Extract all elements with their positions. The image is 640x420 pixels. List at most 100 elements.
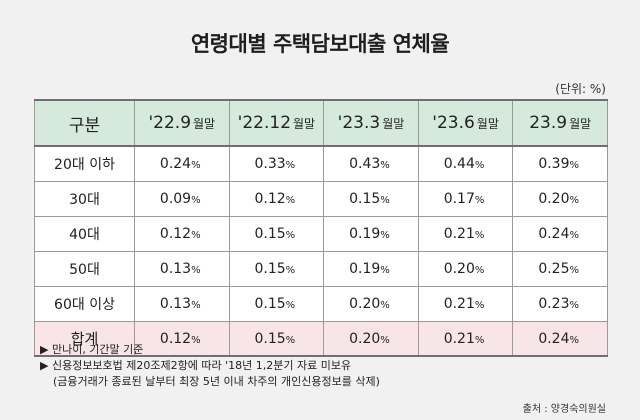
table-row: 20대 이하 0.24% 0.33% 0.43% 0.44% 0.39% (34, 145, 608, 182)
rate-cell: 0.20% (512, 181, 608, 217)
rate-cell: 0.23% (512, 286, 608, 322)
percent-sign: % (191, 195, 201, 206)
rate-cell: 0.21% (417, 286, 514, 322)
percent-sign: % (191, 230, 201, 241)
header-period: '23.6 월말 (417, 99, 514, 147)
rate-value: 0.12 (159, 330, 192, 347)
rate-cell: 0.19% (323, 251, 419, 287)
percent-sign: % (191, 334, 201, 346)
percent-sign: % (285, 160, 296, 171)
percent-sign: % (285, 230, 296, 241)
rate-cell: 0.15% (228, 321, 325, 357)
percent-sign: % (569, 334, 579, 346)
rate-cell: 0.15% (228, 286, 325, 322)
rate-value: 0.21 (443, 296, 475, 312)
header-period: 23.9 월말 (512, 99, 608, 147)
rate-value: 0.15 (254, 261, 286, 277)
rate-value: 0.13 (159, 261, 192, 277)
rate-value: 0.19 (349, 261, 381, 277)
footnote: ▶ 신용정보보호법 제20조제2항에 따라 '18년 1,2분기 자료 미보유 (40, 359, 352, 372)
header-period: '22.9 월말 (134, 99, 230, 147)
percent-sign: % (285, 195, 296, 206)
percent-sign: % (191, 265, 201, 276)
rate-value: 0.15 (254, 296, 286, 312)
rate-cell: 0.24% (512, 216, 608, 252)
percent-sign: % (569, 265, 579, 276)
row-category: 60대 이상 (34, 286, 135, 322)
rate-value: 0.24 (538, 226, 570, 242)
percent-sign: % (191, 300, 201, 311)
rate-value: 0.33 (254, 156, 286, 172)
rate-cell: 0.19% (323, 216, 419, 252)
rate-value: 0.21 (443, 330, 475, 347)
percent-sign: % (474, 230, 485, 241)
rate-value: 0.20 (349, 296, 381, 312)
percent-sign: % (191, 160, 201, 171)
footnote: ▶ 만나이, 기간말 기준 (40, 343, 144, 356)
rate-cell: 0.43% (323, 145, 419, 182)
rate-cell: 0.44% (417, 145, 514, 182)
rate-cell: 0.25% (512, 251, 608, 287)
rate-cell: 0.12% (228, 181, 325, 217)
rate-cell: 0.24% (134, 145, 230, 182)
table-total-row: 합계 0.12% 0.15% 0.20% 0.21% 0.24% (34, 321, 608, 357)
percent-sign: % (474, 334, 485, 346)
percent-sign: % (380, 230, 390, 241)
percent-sign: % (285, 265, 296, 276)
rate-cell: 0.13% (134, 251, 230, 287)
rate-value: 0.09 (159, 191, 192, 207)
delinquency-table: 구분 '22.9 월말 '22.12 월말 '23.3 월말 '23.6 월말 23.9… (34, 99, 608, 357)
rate-value: 0.19 (349, 226, 381, 242)
rate-value: 0.15 (254, 330, 286, 347)
rate-cell: 0.09% (134, 181, 230, 217)
table-row: 30대 0.09% 0.12% 0.15% 0.17% 0.20% (34, 181, 608, 217)
rate-cell: 0.13% (134, 286, 230, 322)
percent-sign: % (474, 265, 485, 276)
rate-value: 0.12 (254, 191, 286, 207)
rate-value: 0.44 (443, 156, 475, 172)
rate-value: 0.39 (538, 156, 570, 172)
percent-sign: % (569, 300, 579, 311)
header-category: 구분 (34, 99, 135, 147)
rate-value: 0.20 (443, 261, 475, 277)
source-credit: 출처 : 양경숙의원실 (522, 404, 606, 415)
rate-cell: 0.39% (512, 145, 608, 182)
row-category: 합계 (34, 321, 135, 357)
rate-value: 0.12 (159, 226, 192, 242)
percent-sign: % (474, 300, 485, 311)
table-row: 50대 0.13% 0.15% 0.19% 0.20% 0.25% (34, 251, 608, 287)
percent-sign: % (380, 300, 390, 311)
percent-sign: % (569, 160, 579, 171)
rate-cell: 0.20% (417, 251, 514, 287)
rate-value: 0.43 (349, 156, 381, 172)
header-period: '22.12 월말 (228, 99, 325, 147)
row-category: 30대 (34, 181, 135, 217)
footnote: (금융거래가 종료된 날부터 최장 5년 이내 차주의 개인신용정보를 삭제) (53, 375, 380, 388)
percent-sign: % (380, 334, 390, 346)
rate-value: 0.15 (254, 226, 286, 242)
rate-cell: 0.33% (228, 145, 325, 182)
rate-value: 0.15 (349, 191, 381, 207)
percent-sign: % (474, 195, 485, 206)
percent-sign: % (474, 160, 485, 171)
rate-value: 0.24 (538, 330, 570, 347)
rate-cell: 0.17% (417, 181, 514, 217)
rate-cell: 0.20% (323, 321, 419, 357)
table-row: 60대 이상 0.13% 0.15% 0.20% 0.21% 0.23% (34, 286, 608, 322)
row-category: 50대 (34, 251, 135, 287)
percent-sign: % (569, 230, 579, 241)
row-category: 40대 (34, 216, 135, 252)
percent-sign: % (285, 334, 296, 346)
rate-value: 0.21 (443, 226, 475, 242)
percent-sign: % (285, 300, 296, 311)
rate-value: 0.20 (538, 191, 570, 207)
page-title: 연령대별 주택담보대출 연체율 (190, 32, 450, 56)
unit-label: (단위: %) (555, 82, 606, 96)
rate-cell: 0.21% (417, 216, 514, 252)
rate-value: 0.17 (443, 191, 475, 207)
rate-cell: 0.15% (323, 181, 419, 217)
rate-value: 0.23 (538, 296, 570, 312)
percent-sign: % (380, 160, 390, 171)
row-category: 20대 이하 (34, 145, 135, 182)
rate-value: 0.20 (349, 330, 381, 347)
